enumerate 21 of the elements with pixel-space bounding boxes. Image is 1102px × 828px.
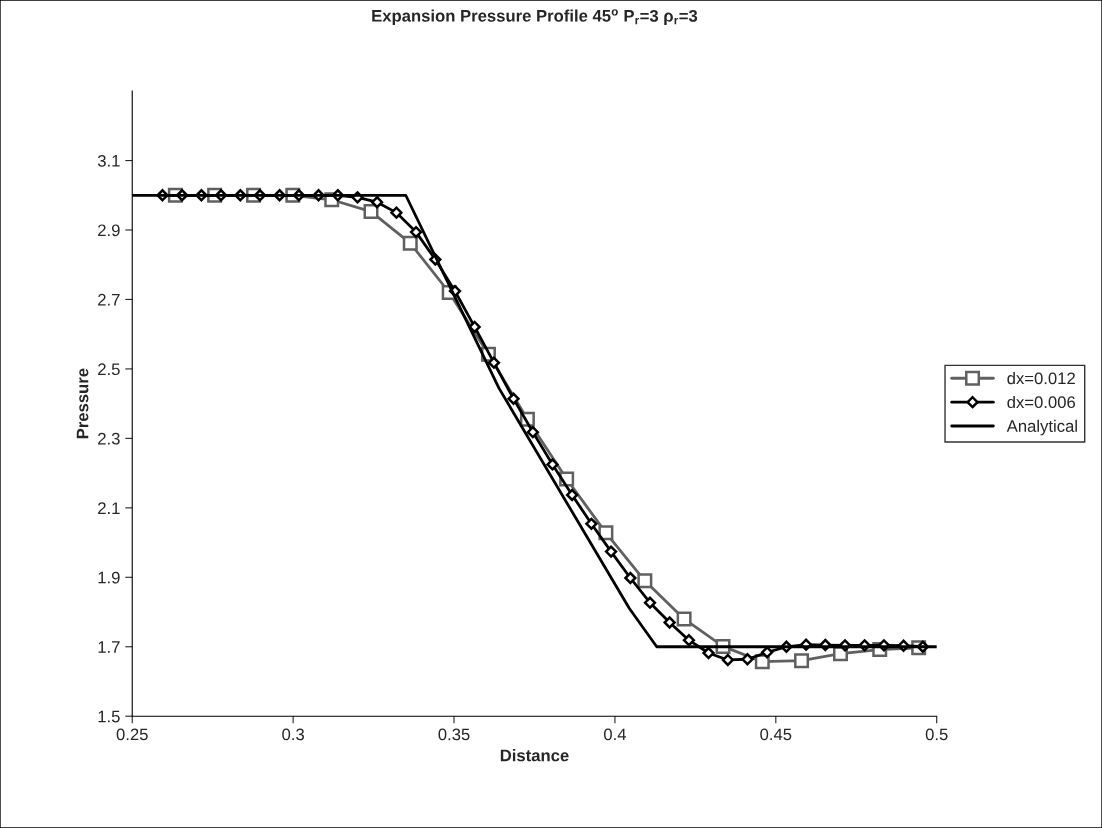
x-tick-label: 0.25 <box>116 728 148 741</box>
legend-label: dx=0.012 <box>1007 372 1075 385</box>
y-tick-label: 1.9 <box>98 571 120 584</box>
x-tick-label: 0.35 <box>438 728 470 741</box>
chart-title: Expansion Pressure Profile 45$^{o}$ P$_{r}$=3 ρ$_{r}$=3 <box>372 9 698 26</box>
y-tick-label: 2.3 <box>98 432 120 445</box>
x-tick-label: 0.45 <box>760 728 792 741</box>
y-tick-label: 1.5 <box>98 710 120 723</box>
x-axis-title: Distance <box>500 749 569 762</box>
y-tick-label: 1.7 <box>98 641 120 653</box>
y-tick-label: 2.9 <box>98 224 120 237</box>
y-tick-label: 2.5 <box>98 363 120 376</box>
y-tick-label: 3.1 <box>97 154 120 167</box>
x-tick-label: 0.5 <box>925 728 948 741</box>
y-axis-title: Pressure <box>76 368 89 439</box>
y-tick-label: 2.1 <box>98 502 120 514</box>
legend-label: Analytical <box>1006 419 1077 436</box>
x-tick-label: 0.4 <box>603 728 627 741</box>
legend-label: dx=0.006 <box>1007 395 1076 409</box>
x-tick-label: 0.3 <box>282 728 304 741</box>
y-tick-label: 2.7 <box>98 293 120 306</box>
